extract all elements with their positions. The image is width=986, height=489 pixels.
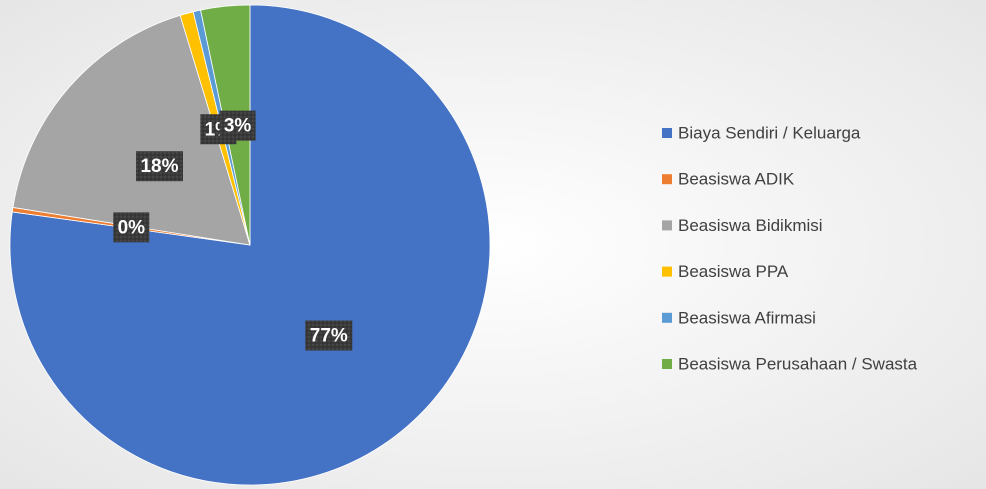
data-label: 3%	[224, 116, 252, 137]
legend-swatch	[662, 359, 672, 369]
legend-swatch	[662, 128, 672, 138]
legend-swatch	[662, 312, 672, 323]
data-label-box	[135, 151, 183, 182]
legend-label: Beasiswa Bidikmisi	[678, 216, 823, 235]
legend-label: Beasiswa ADIK	[678, 170, 795, 189]
data-label: 18%	[140, 156, 178, 177]
data-label-group: 3%	[219, 110, 256, 141]
legend-swatch	[662, 174, 672, 185]
legend-label: Beasiswa Afirmasi	[678, 308, 816, 327]
data-label: 0%	[118, 217, 146, 238]
data-label-box	[219, 110, 256, 141]
data-label-group: 18%	[135, 151, 183, 182]
data-label: 77%	[310, 326, 348, 347]
legend-swatch	[662, 220, 672, 231]
legend-swatch	[662, 266, 672, 277]
legend-label: Beasiswa PPA	[678, 262, 789, 281]
data-label-box	[305, 320, 353, 351]
data-label-group: 0%	[113, 212, 150, 243]
pie-slice	[12, 14, 251, 246]
legend-label: Biaya Sendiri / Keluarga	[678, 123, 861, 142]
data-label-group: 77%	[305, 320, 353, 351]
legend-label: Beasiswa Perusahaan / Swasta	[678, 354, 918, 373]
data-label-box	[113, 212, 150, 243]
